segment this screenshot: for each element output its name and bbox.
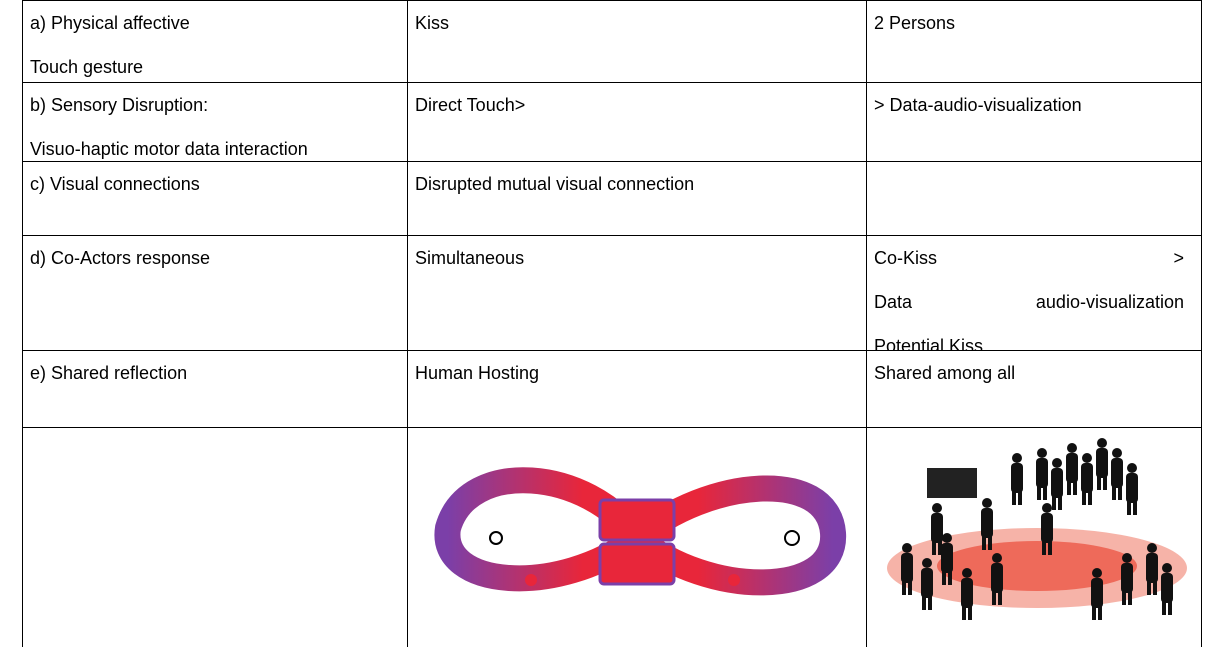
line: Data audio-visualization: [874, 280, 1194, 324]
cell: [407, 427, 866, 647]
person: [901, 543, 913, 595]
text: Simultaneous: [415, 248, 525, 268]
text: Disrupted mutual visual connection: [415, 174, 695, 194]
text: c) Visual connections: [30, 174, 200, 194]
text: Data: [874, 292, 913, 312]
person: [1126, 463, 1138, 515]
person: [1146, 543, 1158, 595]
person: [1011, 453, 1023, 505]
text: Co-Kiss: [874, 248, 938, 268]
text: Kiss: [415, 13, 450, 33]
cell: Direct Touch>: [407, 82, 866, 161]
icon: [525, 574, 537, 586]
text: Direct Touch>: [415, 95, 526, 115]
cell: [866, 427, 1202, 647]
icon: [784, 530, 800, 546]
icon: [489, 531, 503, 545]
person: [1161, 563, 1173, 615]
text: Human Hosting: [415, 363, 540, 383]
person: [921, 558, 933, 610]
text: > Data-audio-visualization: [874, 95, 1082, 115]
crowd-image: [887, 438, 1187, 620]
person: [1121, 553, 1133, 605]
text: a) Physical affective: [30, 13, 190, 33]
cell: [866, 161, 1202, 235]
text: Touch gesture: [30, 57, 144, 77]
screen: [927, 468, 977, 498]
cell: > Data-audio-visualization: [866, 82, 1202, 161]
table: a) Physical affective Touch gesture Kiss …: [22, 0, 1202, 647]
person: [1036, 448, 1048, 500]
person: [931, 503, 943, 555]
text: Shared among all: [874, 363, 1016, 383]
person: [1096, 438, 1108, 490]
text: d) Co-Actors response: [30, 248, 211, 268]
text: >: [1173, 248, 1184, 268]
text: e) Shared reflection: [30, 363, 188, 383]
cell: Shared among all: [866, 350, 1202, 427]
cell: Simultaneous: [407, 235, 866, 350]
text: Visuo-haptic motor data interaction: [30, 139, 308, 159]
person: [941, 533, 953, 585]
cell: c) Visual connections: [22, 161, 407, 235]
person: [1051, 458, 1063, 510]
person: [1091, 568, 1103, 620]
text: Potential Kiss: [874, 336, 984, 350]
icon: [728, 574, 740, 586]
cell: e) Shared reflection: [22, 350, 407, 427]
cell: b) Sensory Disruption: Visuo-haptic motor…: [22, 82, 407, 161]
cell: Disrupted mutual visual connection: [407, 161, 866, 235]
person: [1041, 503, 1053, 555]
person: [961, 568, 973, 620]
line: Co-Kiss >: [874, 236, 1194, 280]
cell: a) Physical affective Touch gesture: [22, 0, 407, 82]
box: [598, 498, 676, 542]
text: audio-visualization: [1035, 292, 1184, 312]
text: 2 Persons: [874, 13, 956, 33]
infinity-diagram: [434, 467, 847, 596]
person: [1111, 448, 1123, 500]
person: [981, 498, 993, 550]
person: [1081, 453, 1093, 505]
cell: Co-Kiss > Data audio-visualization Potenti…: [866, 235, 1202, 350]
person: [991, 553, 1003, 605]
box: [598, 542, 676, 586]
cell: Human Hosting: [407, 350, 866, 427]
cell: d) Co-Actors response: [22, 235, 407, 350]
cell: Kiss: [407, 0, 866, 82]
cell: [22, 427, 407, 647]
cell: 2 Persons: [866, 0, 1202, 82]
floor: [937, 541, 1137, 591]
text: b) Sensory Disruption:: [30, 95, 209, 115]
person: [1066, 443, 1078, 495]
